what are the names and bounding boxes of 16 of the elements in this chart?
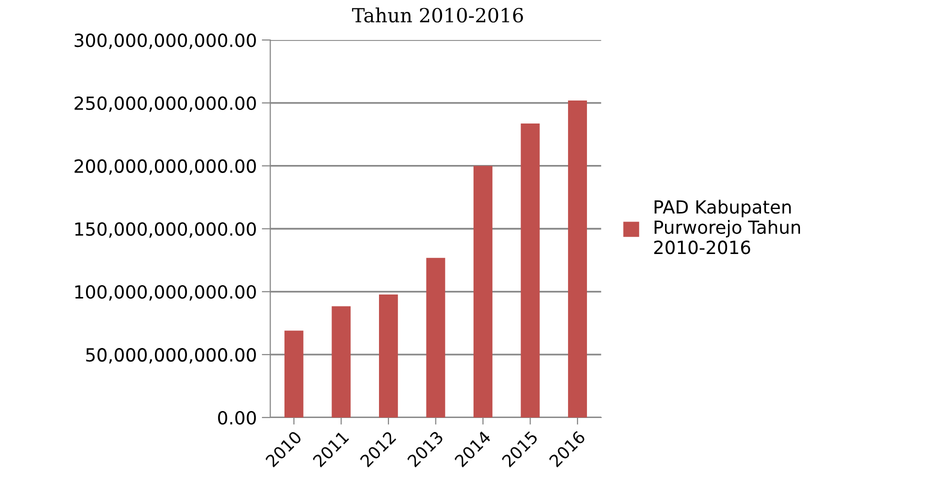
y-tick-label: 150,000,000,000.00 [75,222,256,238]
y-tick-label: 200,000,000,000.00 [74,159,256,175]
bar [568,100,587,418]
chart-title: Tahun 2010-2016 [352,8,523,23]
bar [426,258,446,418]
y-tick-label: 300,000,000,000.00 [74,33,256,49]
bar [332,306,351,418]
bar [378,294,398,418]
bar [284,330,304,418]
y-tick-label: 50,000,000,000.00 [86,348,256,364]
y-tick-label: 250,000,000,000.00 [74,96,256,112]
bar [520,124,540,418]
legend-label: PAD Kabupaten Purworejo Tahun 2010-2016 [654,200,800,254]
y-tick-label: 100,000,000,000.00 [75,285,256,301]
bar [474,166,492,418]
y-tick-label: 0.00 [218,410,256,425]
